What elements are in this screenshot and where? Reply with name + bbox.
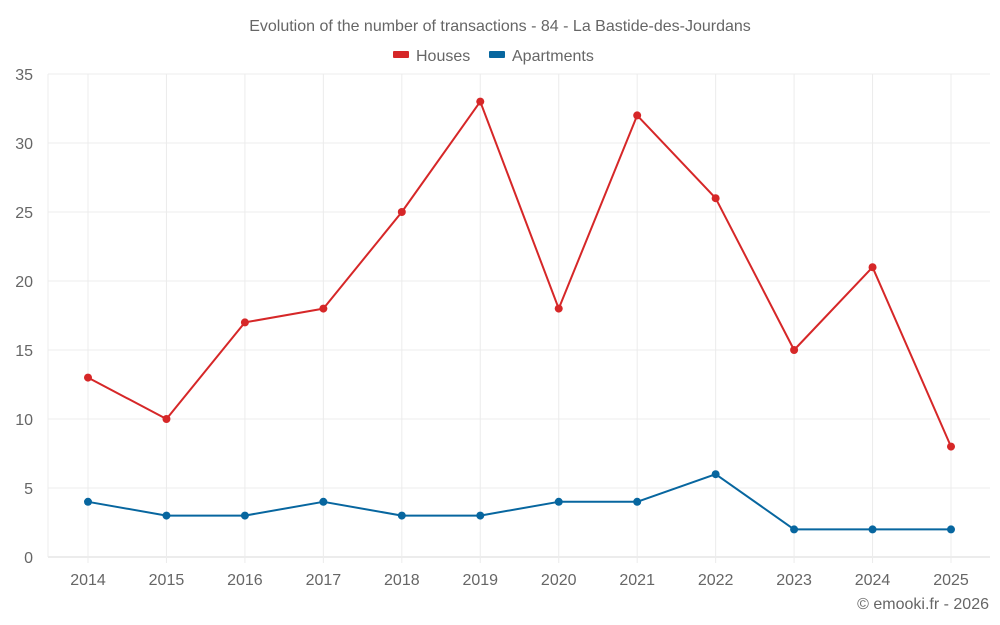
series-line-apartments bbox=[87, 473, 951, 531]
y-tick-label: 15 bbox=[15, 343, 33, 360]
y-tick-label: 30 bbox=[15, 136, 33, 153]
data-point-houses[interactable] bbox=[476, 97, 485, 106]
data-point-apartments[interactable] bbox=[319, 497, 328, 506]
legend-item-houses[interactable]: Houses bbox=[393, 48, 470, 65]
x-tick-label: 2020 bbox=[541, 572, 577, 589]
series-apartments bbox=[84, 470, 955, 534]
y-tick-label: 0 bbox=[24, 550, 33, 567]
x-tick-label: 2014 bbox=[70, 572, 106, 589]
legend-item-apartments[interactable]: Apartments bbox=[489, 48, 594, 65]
y-tick-label: 10 bbox=[15, 412, 33, 429]
x-tick-label: 2022 bbox=[698, 572, 734, 589]
series-line-houses bbox=[87, 100, 952, 448]
data-point-apartments[interactable] bbox=[947, 525, 955, 534]
data-point-houses[interactable] bbox=[162, 415, 171, 423]
data-point-houses[interactable] bbox=[240, 318, 249, 327]
x-tick-label: 2023 bbox=[776, 572, 812, 589]
data-point-apartments[interactable] bbox=[868, 525, 877, 534]
x-axis-ticks: 2014 2015 2016 2017 2018 2019 2020 2021 2022 2023… bbox=[70, 572, 969, 589]
data-point-apartments[interactable] bbox=[397, 511, 406, 520]
x-tick-label: 2017 bbox=[306, 572, 342, 589]
y-tick-label: 25 bbox=[15, 205, 33, 222]
series-group bbox=[84, 97, 955, 534]
legend-swatch-houses bbox=[393, 51, 409, 58]
data-point-apartments[interactable] bbox=[162, 511, 171, 520]
data-point-apartments[interactable] bbox=[84, 497, 92, 506]
y-tick-label: 35 bbox=[15, 67, 33, 84]
legend-label-apartments: Apartments bbox=[512, 48, 594, 65]
legend-label-houses: Houses bbox=[416, 48, 470, 65]
x-tick-label: 2019 bbox=[462, 572, 498, 589]
x-tick-label: 2015 bbox=[149, 572, 185, 589]
y-tick-label: 5 bbox=[24, 481, 33, 498]
legend-swatch-apartments bbox=[489, 51, 505, 58]
x-tick-label: 2025 bbox=[933, 572, 969, 589]
data-point-houses[interactable] bbox=[947, 442, 955, 451]
x-tick-label: 2018 bbox=[384, 572, 420, 589]
x-tick-label: 2021 bbox=[619, 572, 655, 589]
data-point-houses[interactable] bbox=[790, 346, 799, 354]
series-houses bbox=[84, 97, 955, 451]
data-point-apartments[interactable] bbox=[633, 497, 642, 506]
data-point-apartments[interactable] bbox=[476, 511, 485, 520]
data-point-houses[interactable] bbox=[554, 304, 563, 313]
data-point-houses[interactable] bbox=[397, 208, 406, 216]
y-axis-ticks: 0 5 10 15 20 25 30 35 bbox=[15, 67, 33, 567]
gridlines bbox=[47, 73, 990, 563]
legend: Houses Apartments bbox=[393, 48, 594, 65]
credit-text: © emooki.fr - 2026 bbox=[857, 596, 989, 613]
data-point-houses[interactable] bbox=[711, 194, 720, 203]
data-point-houses[interactable] bbox=[319, 304, 328, 313]
chart-title: Evolution of the number of transactions … bbox=[249, 18, 751, 35]
y-tick-label: 20 bbox=[15, 274, 33, 291]
x-tick-label: 2016 bbox=[227, 572, 263, 589]
data-point-apartments[interactable] bbox=[240, 511, 249, 520]
data-point-apartments[interactable] bbox=[790, 525, 799, 534]
data-point-apartments[interactable] bbox=[711, 470, 720, 479]
x-tick-label: 2024 bbox=[855, 572, 891, 589]
data-point-houses[interactable] bbox=[868, 263, 877, 272]
data-point-apartments[interactable] bbox=[554, 497, 563, 506]
data-point-houses[interactable] bbox=[84, 373, 92, 382]
data-point-houses[interactable] bbox=[633, 111, 642, 120]
